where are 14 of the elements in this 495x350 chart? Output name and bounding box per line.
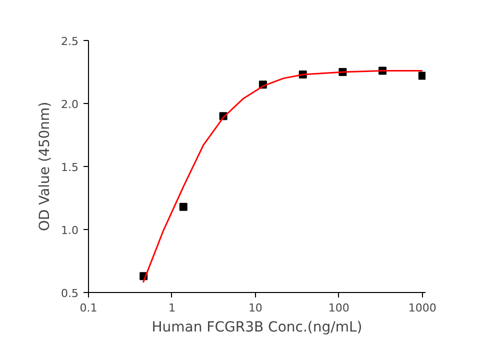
x-tick-label: 100 (328, 302, 350, 314)
y-axis-title: OD Value (450nm) (37, 102, 54, 232)
x-tick-label: 10 (248, 302, 262, 314)
point (418, 72, 426, 80)
x-tick-label: 1 (168, 302, 176, 314)
x-axis-title: Human FCGR3B Conc.(ng/mL) (152, 320, 362, 336)
point (179, 202, 188, 211)
y-tick-label: 1.0 (61, 224, 79, 237)
y-tick-label: 2.0 (61, 98, 79, 111)
y-tick-label: 0.5 (61, 287, 79, 300)
y-tick-label: 1.5 (61, 161, 79, 174)
x-tick-label: 1000 (408, 302, 436, 314)
x-tick-label: 0.1 (80, 302, 98, 314)
y-tick-label: 2.5 (61, 35, 79, 48)
